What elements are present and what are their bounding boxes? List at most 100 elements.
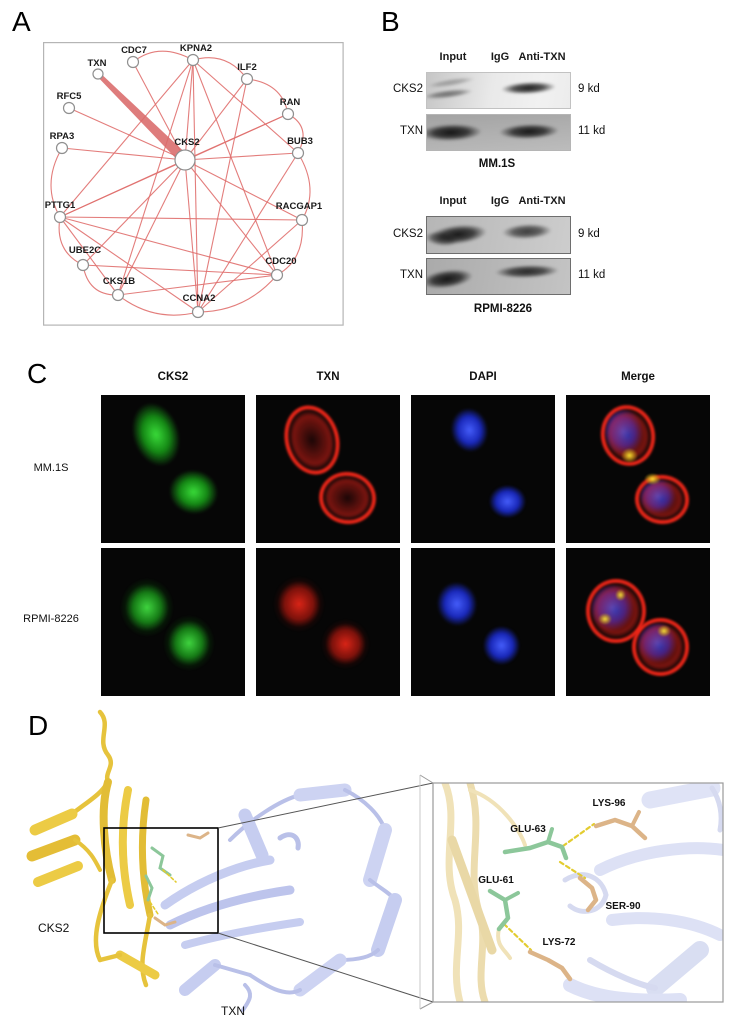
network-node-label-CDC20: CDC20 [265, 256, 296, 267]
network-edge [197, 78, 248, 313]
network-node-CKS1B [111, 288, 125, 302]
network-edge [59, 59, 194, 218]
structure-inset: LYS-96 GLU-63 GLU-61 SER-90 LYS-72 [419, 774, 724, 1010]
micrograph-rpmi-8226-merge [566, 548, 710, 696]
cell-blob [633, 472, 692, 527]
network-node-label-CCNA2: CCNA2 [183, 293, 216, 304]
network-edge [197, 152, 299, 313]
cell-blob [123, 396, 188, 474]
blot-band [500, 80, 557, 96]
blot-protein-label: CKS2 [392, 83, 423, 95]
network-node-RAN [281, 107, 295, 121]
network-node-label-PTTG1: PTTG1 [45, 200, 76, 211]
network-edge [197, 219, 303, 313]
micrograph-mm-1s-merge [566, 395, 710, 543]
blot-size-label: 11 kd [578, 125, 606, 137]
blot-protein-label: TXN [400, 125, 423, 137]
hydrogen-bond [561, 822, 596, 848]
blot-band [498, 123, 560, 141]
blot-band [494, 263, 560, 280]
structure-plot: CKS2 TXN [26, 709, 724, 1018]
cell-blob [276, 399, 348, 482]
network-node-label-TXN: TXN [88, 58, 107, 69]
network-node-TXN [92, 68, 104, 80]
network-edge [59, 216, 199, 313]
panel-b-letter: B [381, 6, 400, 37]
row-label-mm1s: MM.1S [33, 462, 69, 474]
residue-sticks-SER-90 [577, 875, 599, 913]
residue-label-GLU-63: GLU-63 [510, 824, 546, 835]
network-node-label-CKS1B: CKS1B [103, 276, 135, 287]
blot-band [427, 75, 476, 91]
residue-branch-LYS-96 [630, 810, 641, 828]
blot-band [427, 266, 475, 292]
network-edge [184, 152, 299, 161]
lane-header-anti-txn: Anti-TXN [518, 195, 566, 207]
cell-line-caption-mm1s: MM.1S [478, 158, 516, 170]
cell-blob [483, 626, 521, 665]
network-border-box [43, 42, 344, 326]
structure-panel: CKS2 TXN [0, 695, 731, 1028]
blot-protein-label: CKS2 [392, 228, 423, 240]
residue-label-GLU-61: GLU-61 [478, 875, 514, 886]
cell-blob [273, 576, 326, 633]
blot-band [428, 221, 489, 247]
network-node-RFC5 [62, 101, 76, 115]
lane-header-input: Input [439, 195, 467, 207]
network-edge [184, 159, 199, 313]
western-blot-rpmi-txn [426, 258, 571, 295]
micrograph-rpmi-8226-cks2 [101, 548, 245, 696]
network-edge [184, 59, 194, 161]
network-node-RACGAP1 [295, 213, 309, 227]
residue-label-LYS-96: LYS-96 [593, 798, 626, 809]
lane-header-igg: IgG [490, 51, 510, 63]
network-edge [132, 61, 186, 161]
network-edge [117, 159, 186, 296]
network-node-PTTG1 [53, 210, 67, 224]
lane-header-input: Input [439, 51, 467, 63]
network-edge [82, 264, 278, 276]
network-node-label-RAN: RAN [280, 97, 301, 108]
interface-sticks [144, 831, 210, 927]
cks2-structure-label: CKS2 [38, 921, 70, 935]
network-node-CDC20 [270, 268, 284, 282]
cell-blob [614, 589, 627, 602]
panel-a-letter: A [12, 6, 31, 37]
cell-blob [119, 577, 175, 637]
cell-blob [434, 579, 481, 630]
cell-blob [447, 405, 493, 456]
panel-c-letter: C [27, 358, 48, 389]
network-node-label-ILF2: ILF2 [237, 62, 257, 73]
channel-header-txn: TXN [316, 371, 340, 383]
zoom-region-box [103, 827, 219, 934]
cks2-ribbon [26, 709, 160, 988]
blot-band [501, 222, 553, 241]
network-node-label-RFC5: RFC5 [57, 91, 83, 102]
cell-blob [488, 485, 527, 518]
western-blot-mm1s-txn [426, 114, 571, 151]
residue-sticks-GLU-61 [487, 888, 511, 932]
row-label-rpmi: RPMI-8226 [23, 613, 79, 625]
blot-size-label: 9 kd [578, 83, 600, 95]
channel-header-merge: Merge [621, 371, 655, 383]
channel-header-cks2: CKS2 [157, 371, 189, 383]
network-edge [82, 159, 186, 266]
network-edge [59, 113, 289, 218]
cell-blob [620, 448, 638, 464]
network-node-label-RPA3: RPA3 [50, 131, 75, 142]
network-node-KPNA2 [186, 53, 200, 67]
network-edge [59, 216, 119, 296]
micrograph-rpmi-8226-txn [256, 548, 400, 696]
network-node-RPA3 [55, 141, 69, 155]
txn-structure-label: TXN [221, 1004, 245, 1018]
network-edge [297, 152, 311, 221]
cell-blob [656, 624, 672, 637]
network-node-label-BUB3: BUB3 [287, 136, 313, 147]
panel-d-letter: D [28, 710, 49, 741]
residue-sticks-LYS-72 [527, 949, 573, 982]
network-node-BUB3 [291, 146, 305, 160]
cell-blob [315, 468, 380, 529]
residue-branch-GLU-61 [503, 891, 520, 902]
network-edge [117, 294, 199, 316]
hydrogen-bond [558, 860, 587, 880]
